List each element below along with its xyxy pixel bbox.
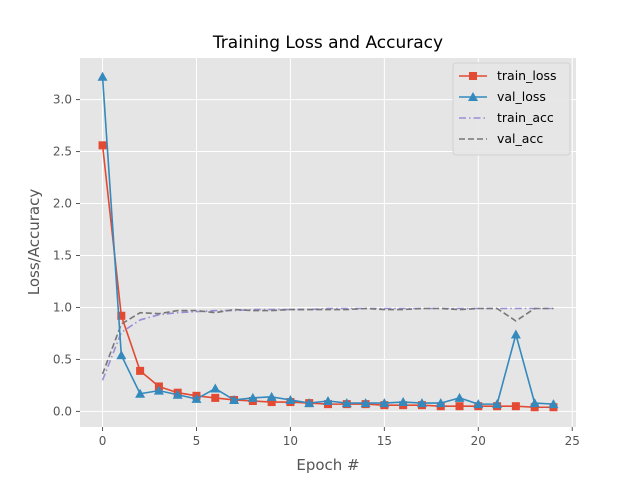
- y-axis-label: Loss/Accuracy: [25, 189, 43, 296]
- train-loss-point: [136, 366, 145, 375]
- val-loss-point: [323, 396, 333, 406]
- val-loss-point: [529, 398, 540, 408]
- y-tick-label: 1.5: [53, 248, 72, 262]
- x-axis-label: Epoch #: [296, 456, 359, 474]
- val-loss-point: [379, 398, 390, 408]
- legend-label: val_loss: [497, 89, 546, 104]
- y-tick-label: 2.5: [53, 145, 72, 159]
- legend-label: train_acc: [497, 110, 554, 125]
- val-loss-point: [416, 398, 427, 408]
- legend-box: [452, 62, 571, 156]
- val-loss-point: [266, 391, 277, 401]
- val-loss-point: [548, 399, 559, 409]
- val-loss-point: [473, 399, 484, 409]
- val-loss-point: [435, 398, 446, 408]
- y-tick-label: 1.0: [53, 300, 72, 314]
- train-loss-point: [98, 141, 107, 150]
- chart-title: Training Loss and Accuracy: [212, 33, 443, 53]
- legend-item: val_acc: [459, 131, 543, 146]
- val-loss-point: [229, 394, 240, 404]
- x-tick-label: 20: [471, 434, 486, 448]
- train-loss-point: [211, 393, 220, 402]
- series-train-acc: [101, 307, 554, 381]
- val-loss-point: [210, 383, 221, 393]
- val-loss-point: [492, 399, 503, 409]
- legend: train_loss val_loss train_acc val_acc: [452, 62, 571, 156]
- series-val-loss: [97, 71, 559, 409]
- val-loss-point: [247, 392, 258, 402]
- legend-label: train_loss: [497, 68, 557, 83]
- legend-label: val_acc: [497, 131, 543, 146]
- train-loss-point: [511, 402, 520, 411]
- legend-item: train_acc: [459, 110, 554, 125]
- val-acc-line: [101, 307, 554, 375]
- val-loss-point: [341, 398, 352, 408]
- val-loss-point: [360, 398, 371, 408]
- val-loss-point: [97, 71, 108, 81]
- train-loss-point: [455, 402, 464, 411]
- series-layer: [97, 71, 559, 412]
- y-tick-label: 0.5: [53, 352, 72, 366]
- x-tick-label: 5: [193, 434, 201, 448]
- train-loss-point: [267, 398, 276, 407]
- legend-marker: [469, 72, 477, 80]
- legend-item: train_loss: [459, 68, 557, 83]
- val-loss-point: [304, 398, 315, 408]
- val-loss-point: [153, 385, 164, 395]
- val-loss-point: [285, 394, 296, 404]
- legend-item: val_loss: [459, 89, 546, 104]
- val-loss-point: [172, 389, 183, 399]
- y-tick-label: 3.0: [53, 93, 72, 107]
- val-loss-point: [398, 397, 409, 407]
- train-acc-line: [101, 307, 554, 381]
- tick-labels: 0 5 10 15 20 25 0.0 0.5 1.0 1.5 2.0 2.5 3.0: [53, 93, 580, 448]
- train-loss-point: [117, 311, 126, 320]
- legend-marker: [468, 92, 478, 101]
- x-tick-label: 10: [283, 434, 298, 448]
- x-tick-label: 0: [99, 434, 107, 448]
- x-tick-label: 25: [565, 434, 580, 448]
- series-val-acc: [101, 307, 554, 375]
- y-tick-label: 0.0: [53, 404, 72, 418]
- val-loss-point: [116, 350, 127, 360]
- val-loss-point: [454, 392, 465, 402]
- val-loss-point: [191, 393, 202, 403]
- tick-marks: [76, 99, 573, 431]
- val-loss-point: [510, 329, 521, 339]
- y-tick-label: 2.0: [53, 197, 72, 211]
- val-loss-point: [135, 388, 146, 398]
- x-tick-label: 15: [377, 434, 392, 448]
- train-loss-point: [530, 403, 539, 412]
